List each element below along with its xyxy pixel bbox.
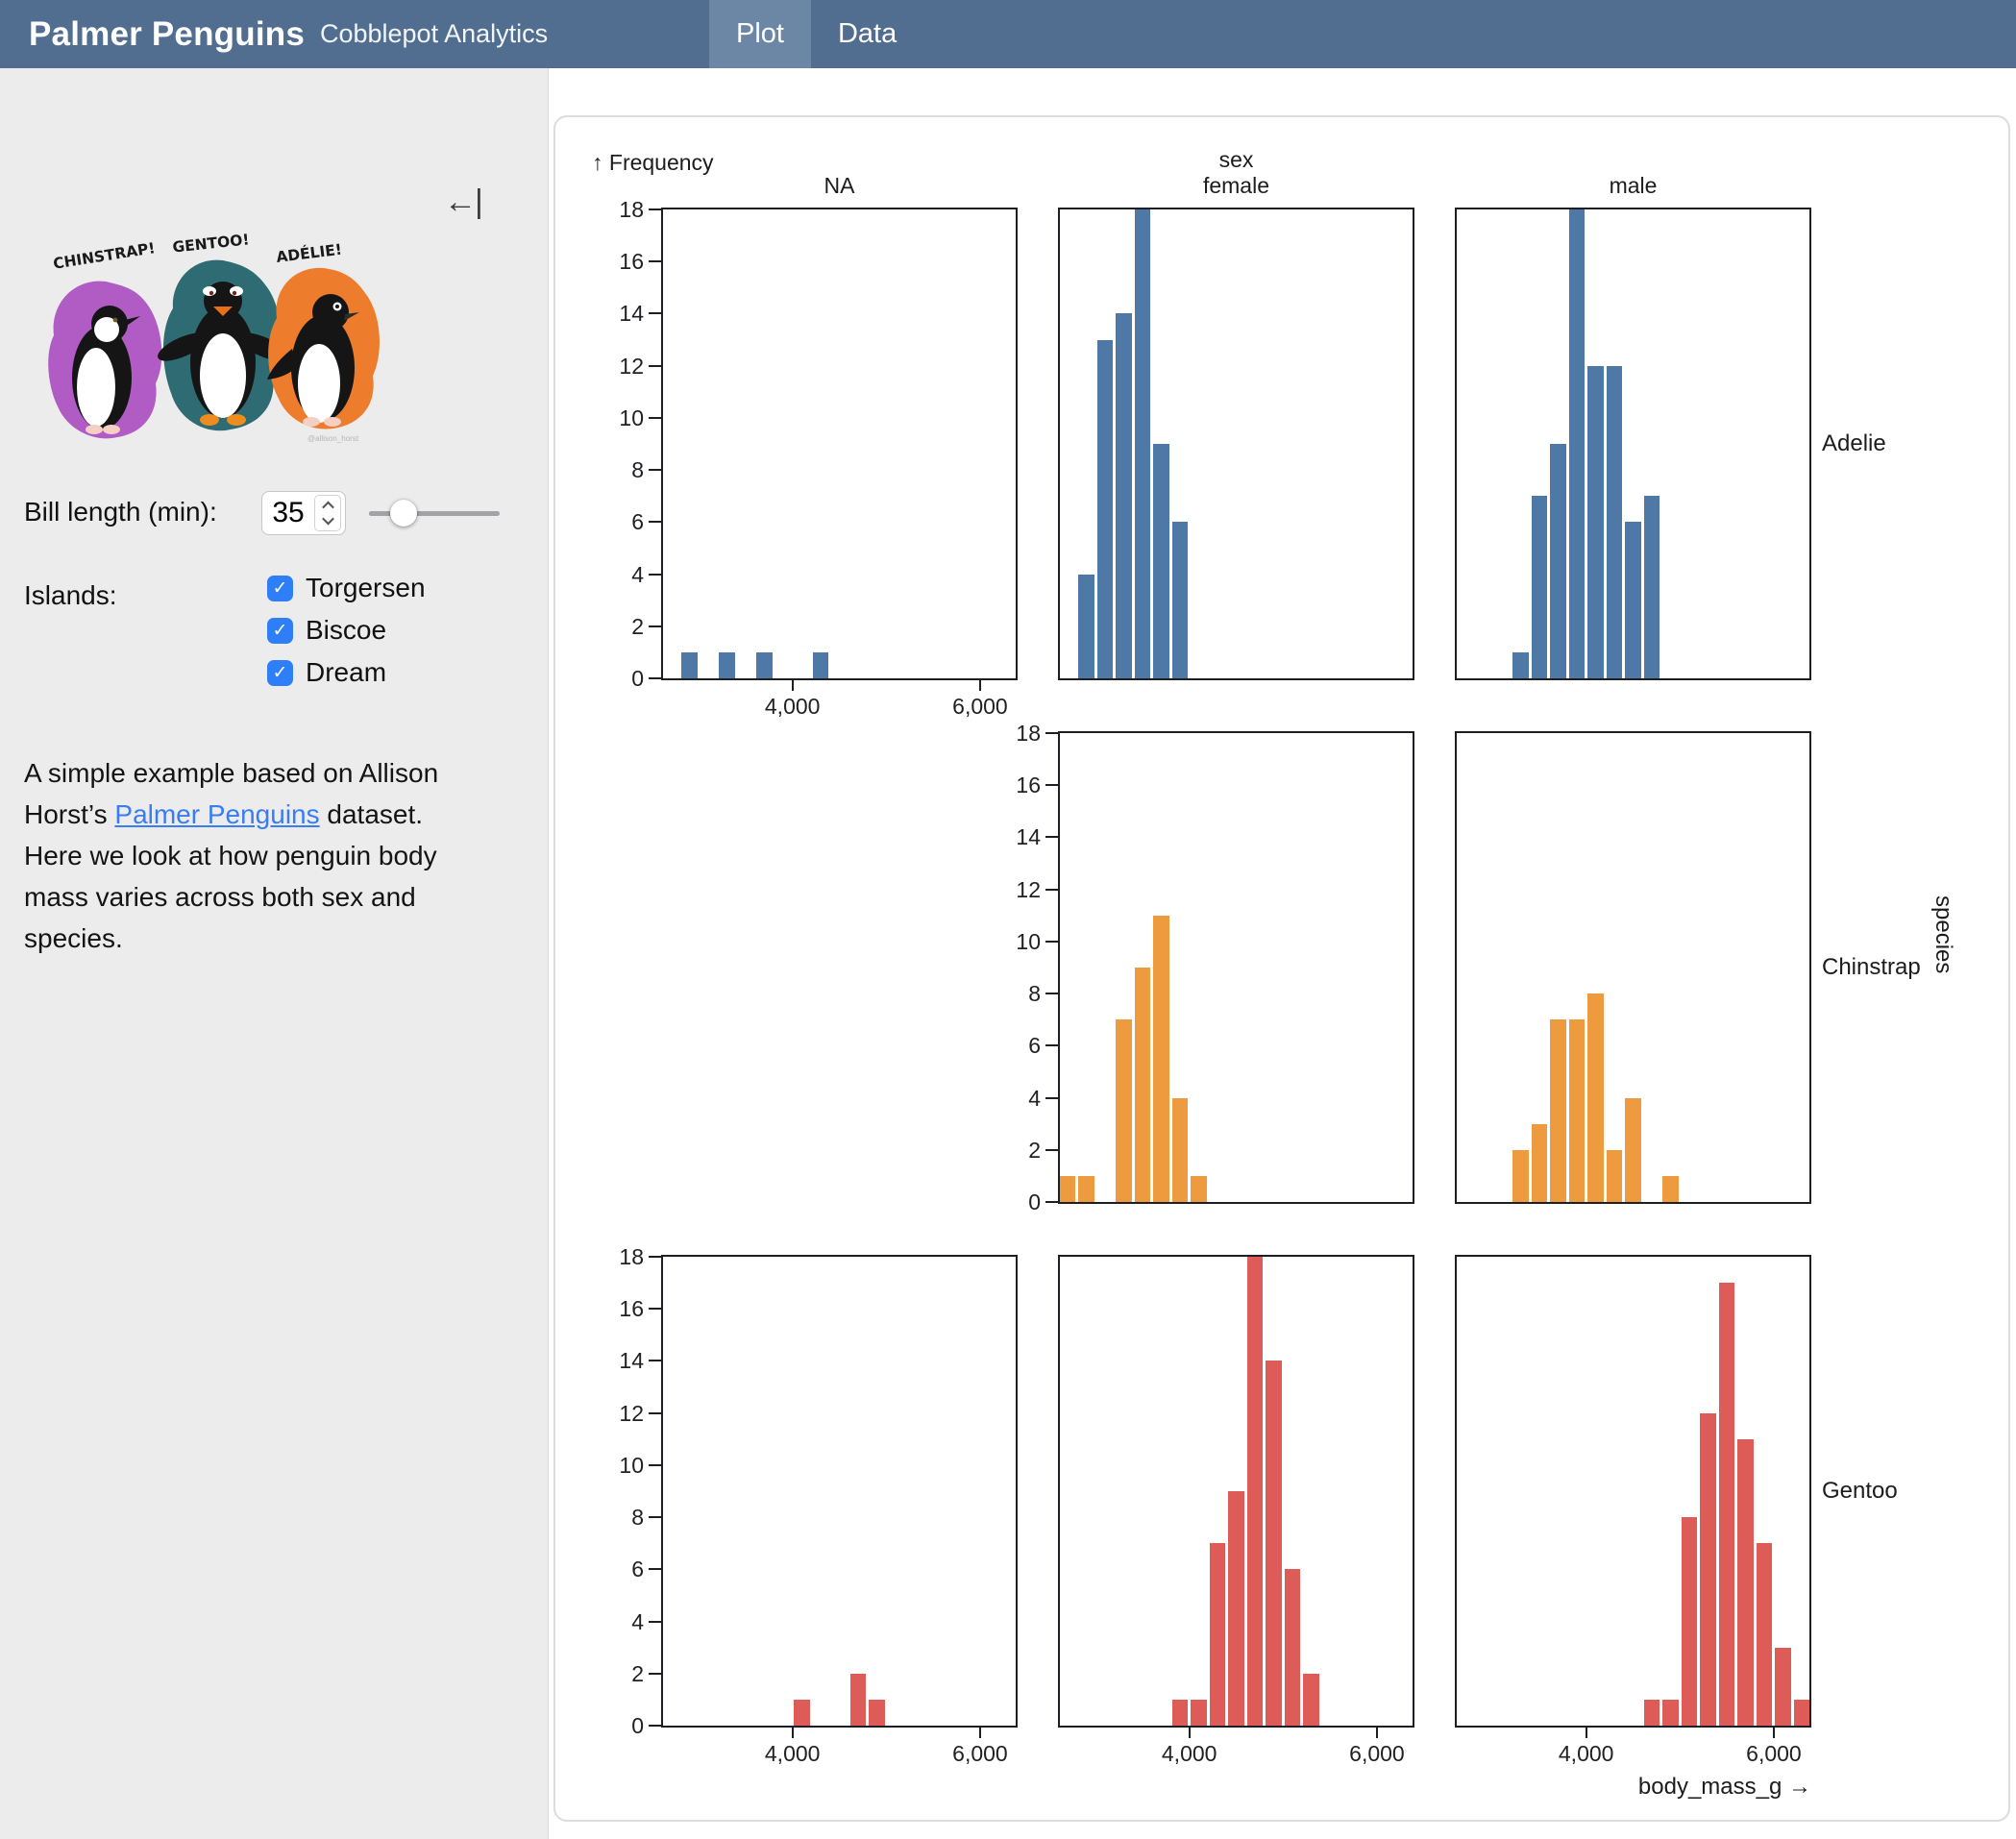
checkbox-torgersen[interactable]: ✓ (267, 575, 293, 601)
facet-y-title: species (1930, 895, 1956, 974)
description-text-1: A simple example based on Allison Horst’… (24, 758, 439, 829)
bill-length-stepper[interactable] (314, 495, 341, 531)
x-axis-title: body_mass_g → (1637, 1774, 1811, 1800)
checkbox-dream[interactable]: ✓ (267, 659, 293, 686)
nav-tabs: Plot Data (709, 0, 923, 68)
island-option-label: Torgersen (306, 573, 426, 602)
plot-card (553, 115, 2010, 1822)
islands-label: Islands: (24, 580, 117, 610)
app-subtitle: Cobblepot Analytics (319, 19, 549, 48)
penguin-artwork: CHINSTRAP! GENTOO! (48, 231, 380, 443)
adelie-label: ADÉLIE! (275, 240, 343, 266)
description-text-2: dataset. Here we look at how penguin bod… (24, 799, 437, 953)
bill-length-slider[interactable] (369, 499, 500, 527)
y-axis-title: ↑ Frequency (592, 150, 714, 175)
slider-thumb[interactable] (389, 500, 417, 527)
island-option-torgersen[interactable]: ✓ Torgersen (267, 572, 426, 604)
bill-length-input[interactable]: 35 (261, 491, 346, 535)
stepper-down-icon[interactable] (321, 512, 334, 526)
bill-length-label: Bill length (min): (24, 497, 217, 527)
sidebar: ←| CHINSTRAP! (0, 68, 549, 1839)
gentoo-label: GENTOO! (172, 231, 251, 256)
app-title: Palmer Penguins (29, 14, 305, 53)
app-header: Palmer Penguins Cobblepot Analytics Plot… (0, 0, 2016, 68)
slider-track[interactable] (369, 511, 500, 516)
artwork-credit: @allison_horst (307, 434, 359, 443)
tab-plot[interactable]: Plot (709, 0, 811, 68)
island-option-dream[interactable]: ✓ Dream (267, 656, 386, 689)
checkbox-biscoe[interactable]: ✓ (267, 617, 293, 644)
palmer-penguins-link[interactable]: Palmer Penguins (114, 799, 320, 829)
island-option-biscoe[interactable]: ✓ Biscoe (267, 614, 386, 647)
facet-x-title: sex (1218, 147, 1254, 172)
sidebar-collapse-icon[interactable]: ←| (444, 184, 483, 220)
island-option-label: Dream (306, 657, 387, 687)
chinstrap-label: CHINSTRAP! (52, 239, 157, 273)
bill-length-value: 35 (272, 497, 305, 528)
tab-data[interactable]: Data (837, 18, 897, 49)
island-option-label: Biscoe (306, 615, 387, 645)
sidebar-description: A simple example based on Allison Horst’… (24, 752, 458, 959)
